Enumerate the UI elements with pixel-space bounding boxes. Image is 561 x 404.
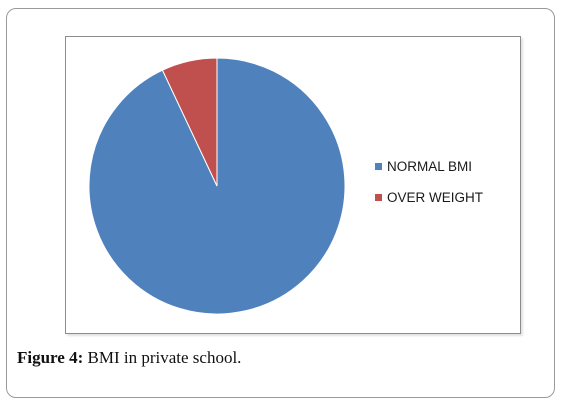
figure-caption: Figure 4: BMI in private school. [17,348,241,368]
figure-caption-text: BMI in private school. [83,348,242,367]
figure-frame: NORMAL BMI OVER WEIGHT Figure 4: BMI in … [6,8,555,398]
legend-label-normal-bmi: NORMAL BMI [387,158,473,174]
legend-swatch-normal-bmi [375,162,382,170]
figure-caption-label: Figure 4: [17,348,84,367]
legend-swatch-over-weight [375,193,382,201]
legend-item-over-weight: OVER WEIGHT [375,188,483,206]
chart-area: NORMAL BMI OVER WEIGHT [65,36,521,334]
pie-slice-over-weight [161,57,218,187]
pie-chart [88,57,346,315]
legend-item-normal-bmi: NORMAL BMI [375,157,483,175]
legend-label-over-weight: OVER WEIGHT [387,189,484,205]
chart-legend: NORMAL BMI OVER WEIGHT [375,157,483,219]
